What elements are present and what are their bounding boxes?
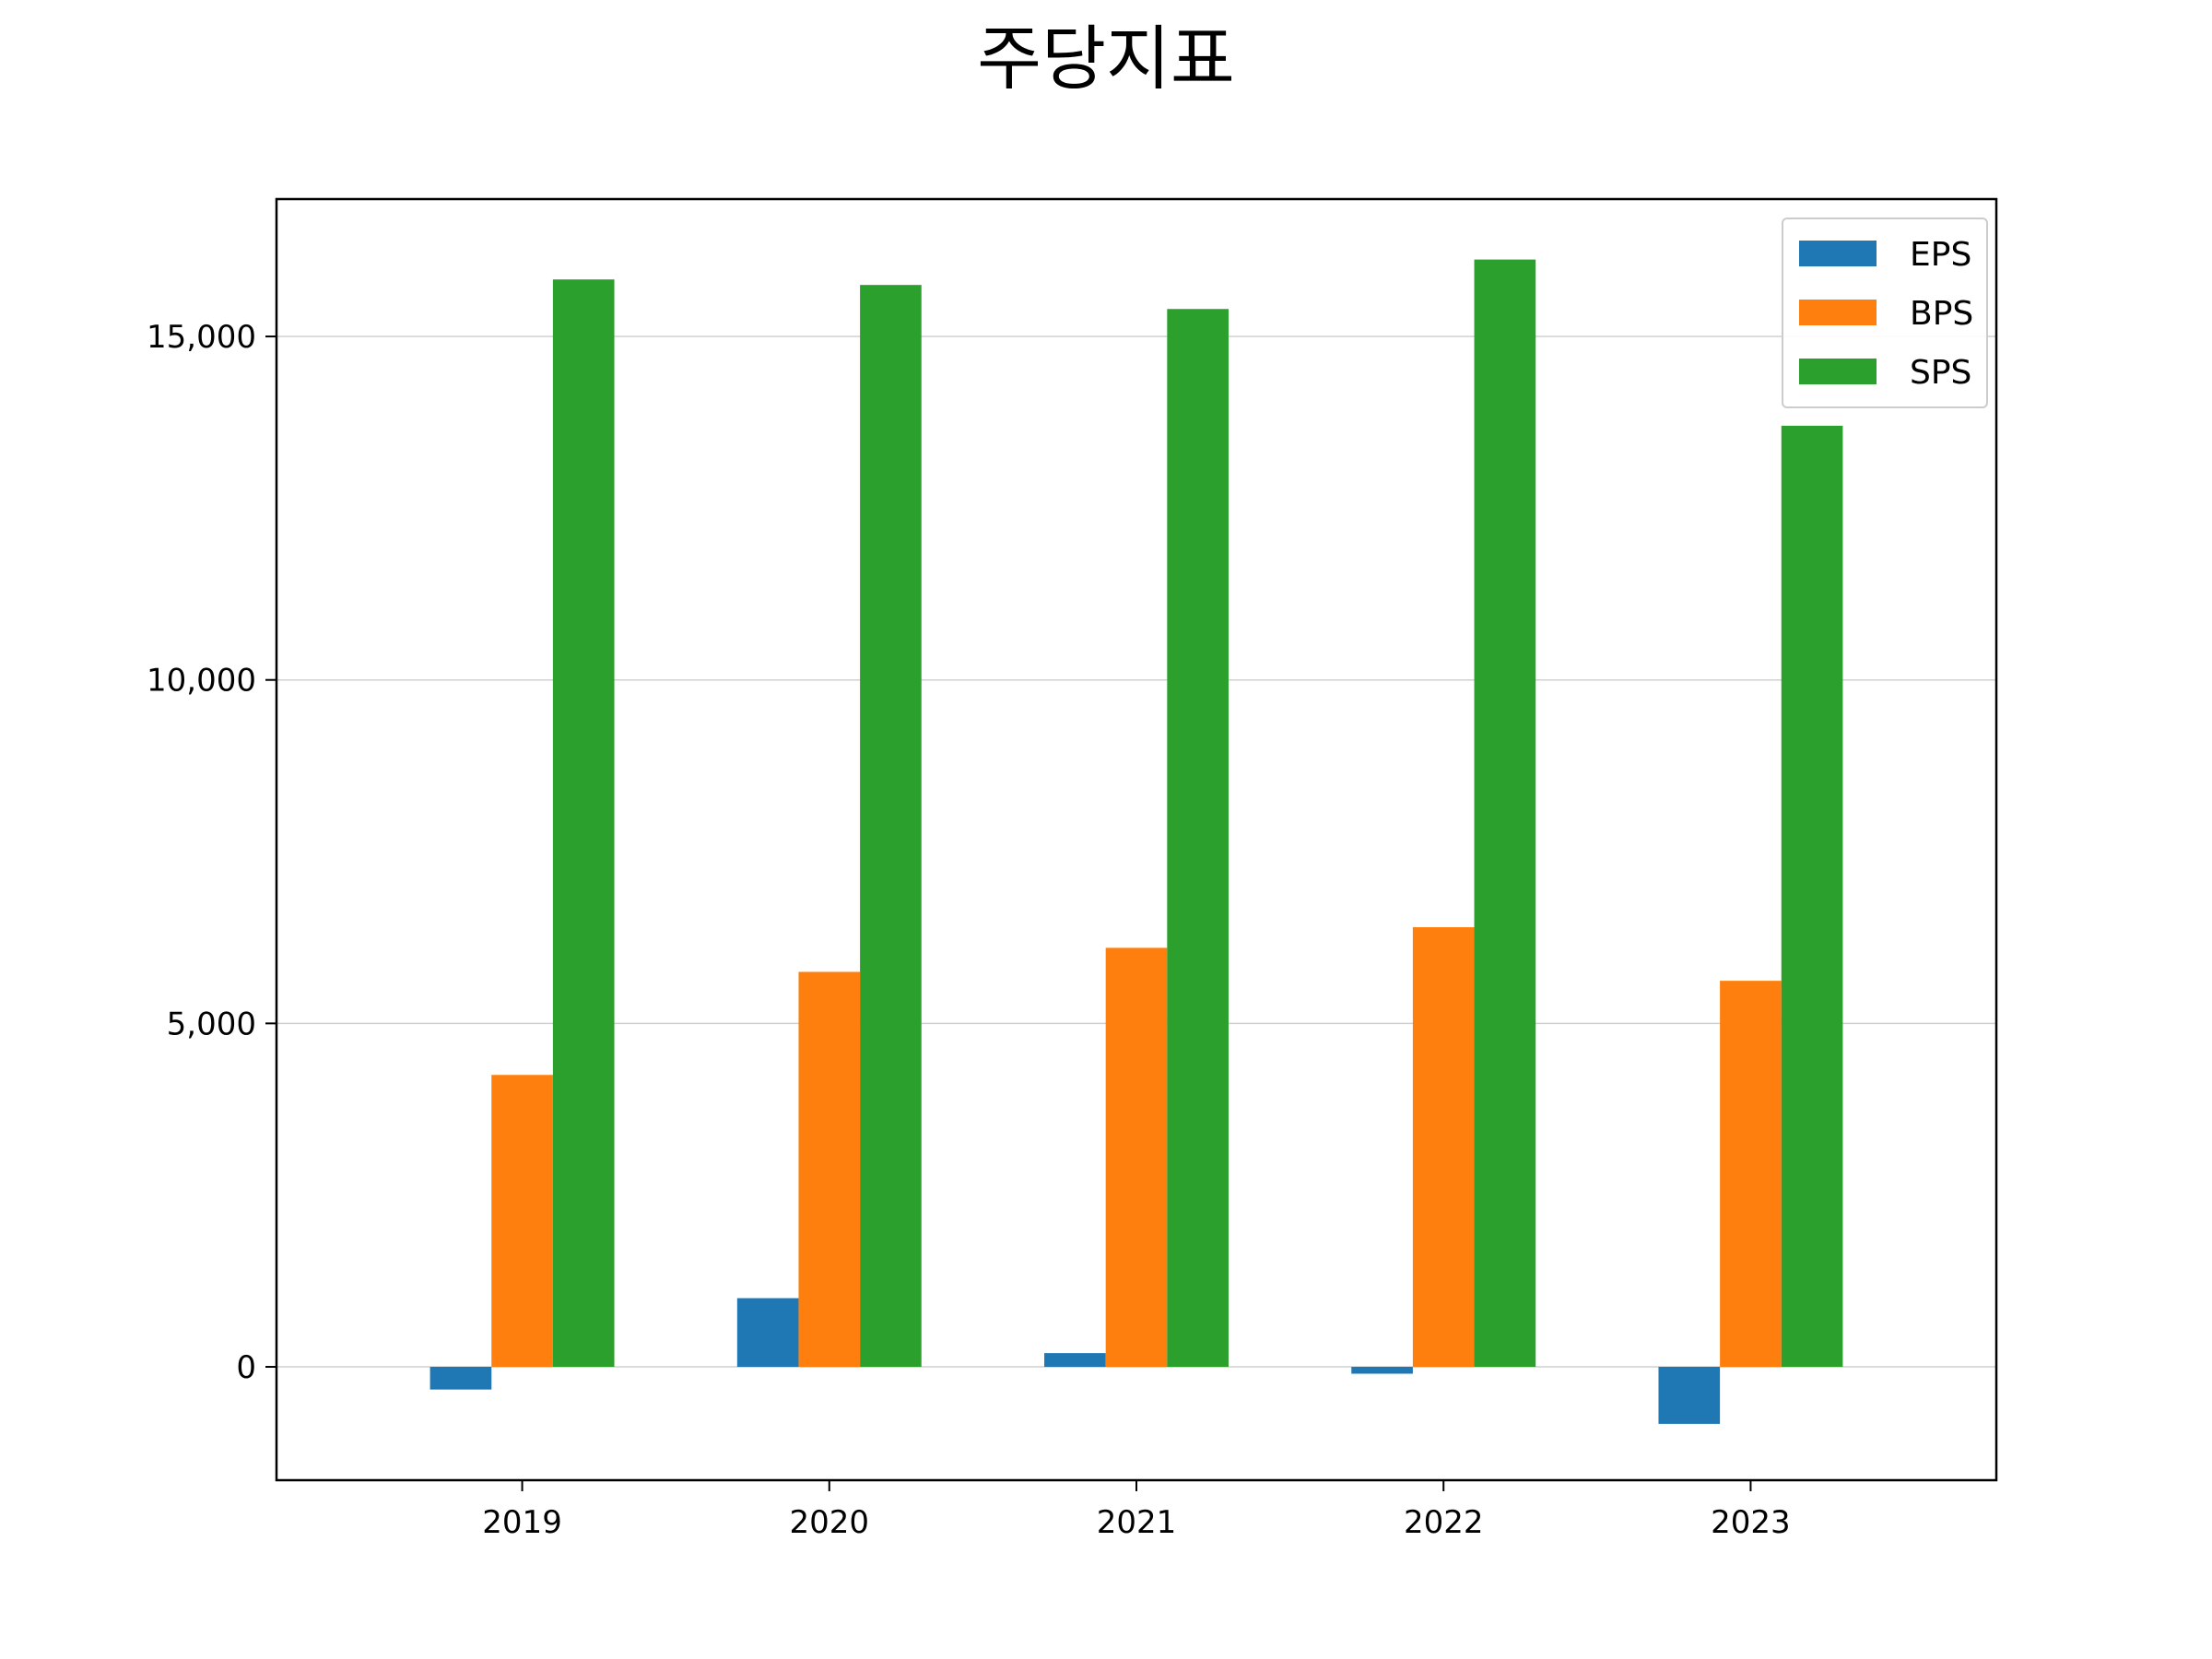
x-tick-label: 2023 xyxy=(1711,1504,1791,1541)
x-axis-ticks: 2019 2020 2021 2022 2023 xyxy=(482,1480,1791,1541)
bar-sps-2021 xyxy=(1167,309,1229,1368)
bar-sps-2022 xyxy=(1474,259,1536,1368)
y-tick-label: 10,000 xyxy=(147,663,256,700)
x-tick-label: 2019 xyxy=(482,1504,562,1541)
bar-sps-2019 xyxy=(552,279,615,1368)
bar-bps-2023 xyxy=(1720,981,1782,1368)
legend: EPS BPS SPS xyxy=(1782,218,1988,408)
bar-bps-2019 xyxy=(491,1075,553,1368)
bars xyxy=(429,259,1843,1424)
legend-swatch-eps xyxy=(1799,241,1877,266)
bar-bps-2022 xyxy=(1412,927,1475,1368)
bar-bps-2021 xyxy=(1105,947,1168,1368)
bar-eps-2023 xyxy=(1658,1367,1721,1424)
chart-title: 주당지표 xyxy=(977,18,1235,100)
legend-label-bps: BPS xyxy=(1910,295,1973,333)
legend-label-sps: SPS xyxy=(1910,354,1971,392)
x-tick-label: 2022 xyxy=(1404,1504,1484,1541)
bar-eps-2020 xyxy=(736,1298,799,1368)
y-tick-label: 5,000 xyxy=(167,1006,256,1042)
bar-bps-2020 xyxy=(798,971,861,1368)
y-axis-ticks: 0 5,000 10,000 15,000 xyxy=(147,319,276,1386)
x-tick-label: 2020 xyxy=(790,1504,870,1541)
bar-eps-2021 xyxy=(1044,1353,1106,1368)
y-tick-label: 15,000 xyxy=(147,319,256,356)
legend-swatch-bps xyxy=(1799,300,1877,325)
bar-sps-2020 xyxy=(860,285,922,1368)
bar-eps-2019 xyxy=(429,1367,492,1390)
bar-eps-2022 xyxy=(1351,1367,1413,1374)
legend-swatch-sps xyxy=(1799,359,1877,384)
legend-label-eps: EPS xyxy=(1910,236,1971,274)
x-tick-label: 2021 xyxy=(1097,1504,1177,1541)
y-tick-label: 0 xyxy=(236,1349,256,1386)
bar-sps-2023 xyxy=(1781,425,1843,1368)
